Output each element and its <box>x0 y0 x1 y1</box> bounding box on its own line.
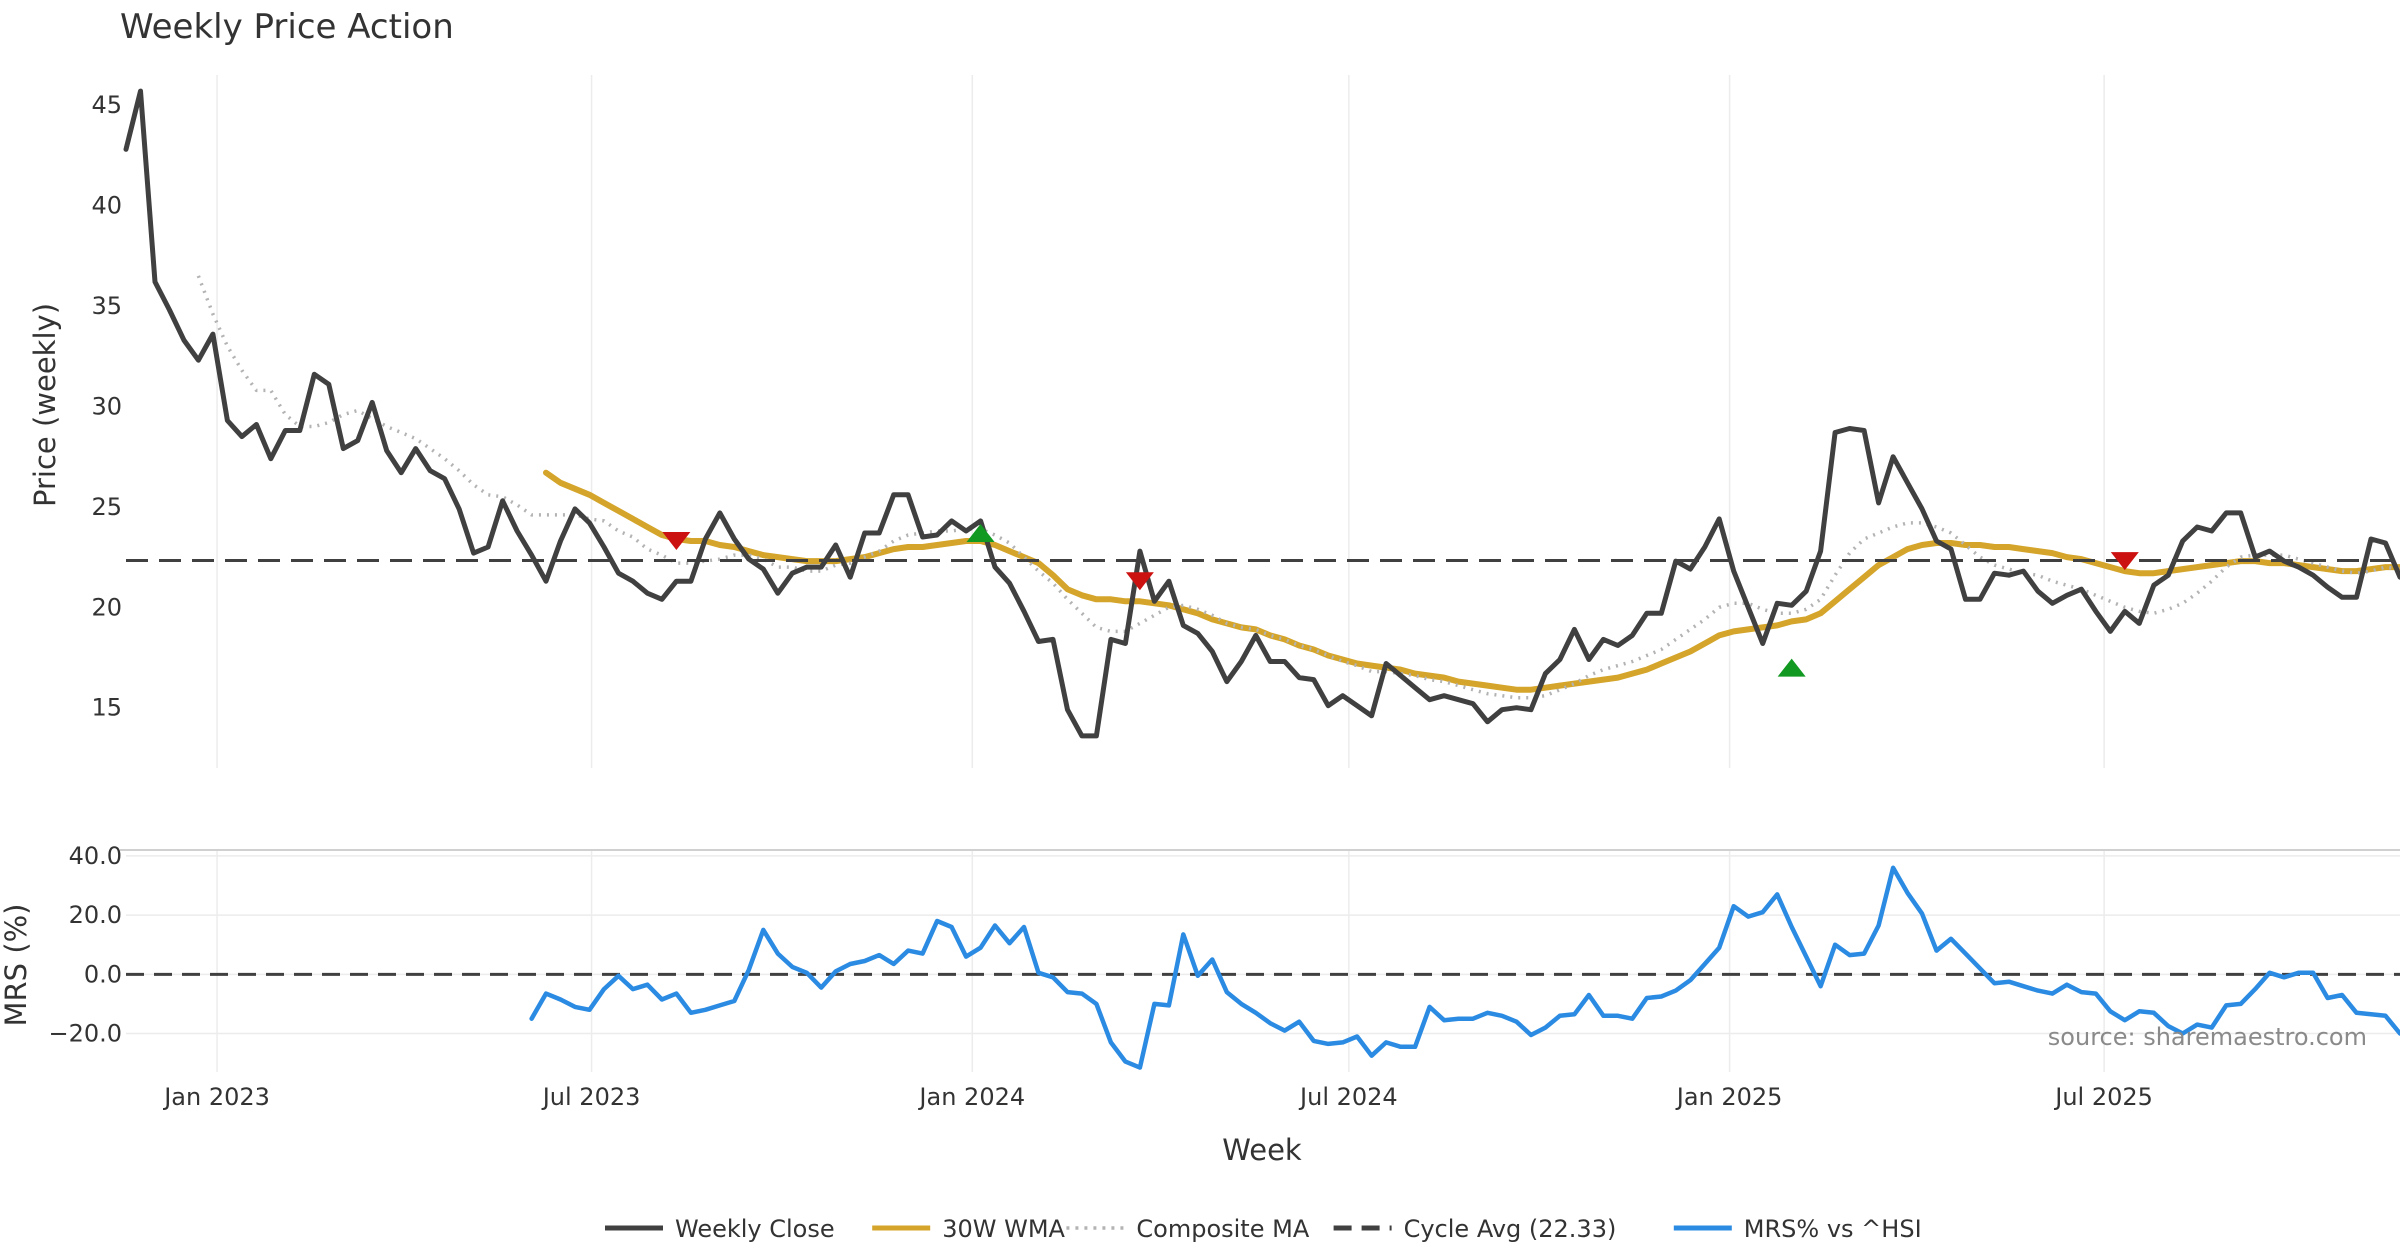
sell-signal-marker <box>1125 572 1154 591</box>
price-series <box>123 88 2400 739</box>
price-y-tick-label: 15 <box>91 694 122 722</box>
legend: Weekly Close 30W WMA Composite MA Cycle Avg… <box>605 1215 1922 1243</box>
x-tick-label: Jul 2023 <box>541 1083 641 1111</box>
price-y-tick-label: 25 <box>91 493 122 521</box>
x-axis-label: Week <box>1222 1133 1302 1167</box>
mrs-y-axis-label: MRS (%) <box>0 904 33 1027</box>
legend-label: Weekly Close <box>675 1215 835 1243</box>
legend-label: MRS% vs ^HSI <box>1744 1215 1922 1243</box>
buy-signal-marker <box>966 523 995 542</box>
series-line-composite-ma <box>196 275 2400 700</box>
mrs-y-tick-label: 20.0 <box>69 901 122 929</box>
x-tick-label: Jan 2025 <box>1675 1083 1783 1111</box>
mrs-y-ticks: 40.0 20.0 0.0 −20.0 <box>48 842 122 1048</box>
legend-label: Cycle Avg (22.33) <box>1404 1215 1617 1243</box>
x-tick-label: Jul 2025 <box>2053 1083 2153 1111</box>
price-y-tick-label: 30 <box>91 392 122 420</box>
mrs-y-tick-label: −20.0 <box>48 1020 122 1048</box>
buy-signal-marker <box>1777 658 1806 677</box>
price-y-tick-label: 40 <box>91 192 122 220</box>
legend-label: Composite MA <box>1136 1215 1309 1243</box>
source-text: source: sharemaestro.com <box>2048 1023 2367 1051</box>
price-y-tick-label: 35 <box>91 292 122 320</box>
price-y-ticks: 15 20 25 30 35 40 45 <box>91 91 122 722</box>
sell-signal-marker <box>2110 552 2139 571</box>
mrs-y-tick-label: 40.0 <box>69 842 122 870</box>
x-ticks: Jan 2023 Jul 2023 Jan 2024 Jul 2024 Jan 2025… <box>162 1083 2153 1111</box>
series-line-30w-wma <box>543 469 2400 693</box>
mrs-series <box>126 865 2400 1070</box>
price-y-axis-label: Price (weekly) <box>28 303 62 507</box>
price-y-tick-label: 45 <box>91 91 122 119</box>
series-line-mrs-vs-hsi <box>529 865 2400 1070</box>
mrs-y-tick-label: 0.0 <box>84 960 122 988</box>
mrs-gridlines <box>126 850 2400 1072</box>
signal-markers <box>662 523 2139 677</box>
sell-signal-marker <box>662 532 691 551</box>
x-tick-label: Jan 2024 <box>917 1083 1025 1111</box>
price-y-tick-label: 20 <box>91 593 122 621</box>
series-line-weekly-close <box>123 88 2400 739</box>
legend-label: 30W WMA <box>942 1215 1065 1243</box>
chart-title: Weekly Price Action <box>120 7 454 47</box>
price-gridlines <box>216 75 2105 768</box>
x-tick-label: Jul 2024 <box>1298 1083 1398 1111</box>
x-tick-label: Jan 2023 <box>162 1083 270 1111</box>
